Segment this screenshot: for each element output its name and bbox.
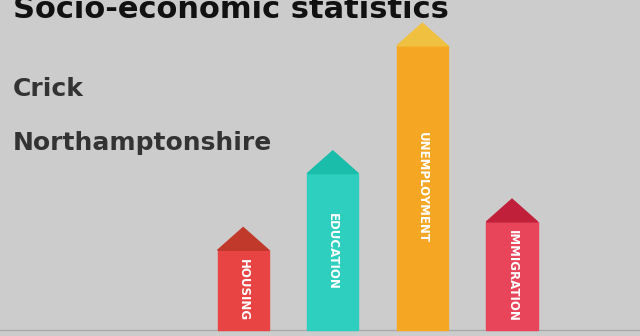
Polygon shape <box>307 151 358 174</box>
Polygon shape <box>397 23 448 46</box>
Polygon shape <box>218 227 269 250</box>
Text: Crick: Crick <box>13 78 84 101</box>
Text: Northamptonshire: Northamptonshire <box>13 131 272 155</box>
Text: EDUCATION: EDUCATION <box>326 213 339 290</box>
Text: HOUSING: HOUSING <box>237 259 250 321</box>
Bar <box>307 174 358 330</box>
Bar <box>218 250 269 330</box>
Bar <box>486 222 538 330</box>
Text: IMMIGRATION: IMMIGRATION <box>506 230 518 322</box>
Bar <box>397 46 448 330</box>
Polygon shape <box>486 199 538 222</box>
Text: UNEMPLOYMENT: UNEMPLOYMENT <box>416 132 429 243</box>
Text: Socio-economic statistics: Socio-economic statistics <box>13 0 449 25</box>
